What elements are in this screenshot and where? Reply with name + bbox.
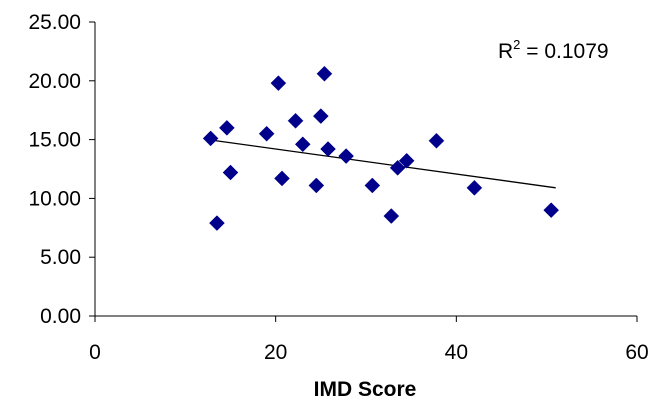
x-axis-title: IMD Score [314, 378, 417, 401]
y-tick-label: 10.00 [28, 187, 81, 210]
data-point [287, 112, 304, 129]
data-point [270, 75, 287, 92]
data-point [543, 202, 560, 219]
data-point [308, 177, 325, 194]
r-squared-label: R2 = 0.1079 [498, 37, 609, 63]
data-point [316, 65, 333, 82]
data-point [274, 170, 290, 187]
data-point [294, 136, 311, 153]
data-point [312, 108, 329, 124]
x-tick-label: 40 [445, 341, 468, 364]
data-point [258, 125, 275, 142]
x-tick-label: 0 [89, 341, 101, 364]
data-point [383, 208, 400, 224]
r-squared-base: R [498, 40, 513, 63]
y-tick-label: 15.00 [28, 129, 81, 152]
data-point [466, 179, 483, 196]
data-point [219, 119, 235, 136]
data-point [338, 148, 354, 164]
data-point [222, 164, 239, 181]
data-point [428, 132, 445, 149]
data-point [320, 141, 336, 157]
y-tick-label: 0.00 [40, 305, 81, 328]
data-point [209, 215, 225, 231]
x-tick-label: 20 [264, 341, 287, 364]
x-tick-label: 60 [625, 341, 648, 364]
data-point [398, 152, 415, 169]
y-tick-label: 25.00 [28, 11, 81, 34]
r-squared-value: = 0.1079 [520, 40, 608, 63]
y-tick-label: 20.00 [28, 70, 81, 93]
y-tick-label: 5.00 [40, 246, 81, 269]
data-point [389, 159, 406, 176]
data-point [364, 177, 381, 194]
trendline [207, 138, 556, 189]
data-point [202, 130, 219, 147]
r-squared-superscript: 2 [513, 37, 520, 52]
